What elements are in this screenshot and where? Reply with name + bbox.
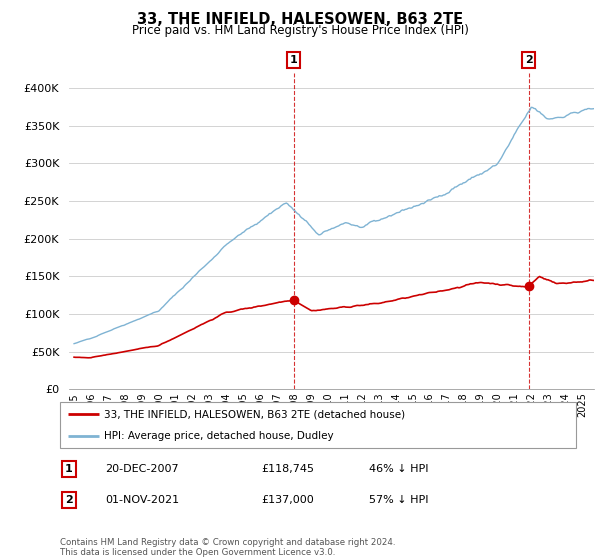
Text: 46% ↓ HPI: 46% ↓ HPI: [369, 464, 428, 474]
Text: 33, THE INFIELD, HALESOWEN, B63 2TE: 33, THE INFIELD, HALESOWEN, B63 2TE: [137, 12, 463, 27]
Text: 1: 1: [65, 464, 73, 474]
Text: 2: 2: [65, 495, 73, 505]
FancyBboxPatch shape: [60, 402, 576, 448]
Text: £118,745: £118,745: [261, 464, 314, 474]
Text: HPI: Average price, detached house, Dudley: HPI: Average price, detached house, Dudl…: [104, 431, 334, 441]
Text: 2: 2: [525, 55, 533, 65]
Text: £137,000: £137,000: [261, 495, 314, 505]
Text: 57% ↓ HPI: 57% ↓ HPI: [369, 495, 428, 505]
Text: 33, THE INFIELD, HALESOWEN, B63 2TE (detached house): 33, THE INFIELD, HALESOWEN, B63 2TE (det…: [104, 409, 405, 419]
Text: 1: 1: [290, 55, 298, 65]
Text: 01-NOV-2021: 01-NOV-2021: [105, 495, 179, 505]
Text: Price paid vs. HM Land Registry's House Price Index (HPI): Price paid vs. HM Land Registry's House …: [131, 24, 469, 36]
Text: Contains HM Land Registry data © Crown copyright and database right 2024.
This d: Contains HM Land Registry data © Crown c…: [60, 538, 395, 557]
Text: 20-DEC-2007: 20-DEC-2007: [105, 464, 179, 474]
